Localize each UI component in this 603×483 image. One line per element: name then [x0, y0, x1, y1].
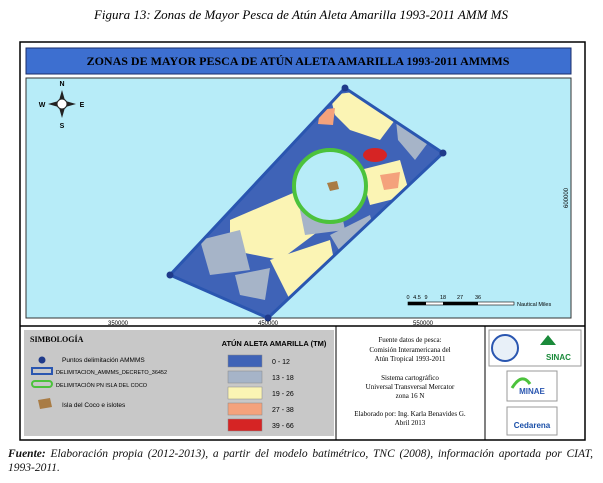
info-line: Elaborado por: Ing. Karla Benavides G.	[354, 410, 466, 418]
coordinates: 350000 450000 550000 600000	[108, 187, 570, 327]
class-label: 13 - 18	[272, 375, 294, 382]
footnote: Fuente: Elaboración propia (2012-2013), …	[8, 447, 593, 475]
info-line: Universal Transversal Mercator	[366, 383, 455, 391]
scale-tick: 4.5	[413, 295, 421, 301]
compass-n: N	[59, 81, 64, 88]
class-swatch	[227, 418, 263, 432]
catch-title: ATÚN ALETA AMARILLA (TM)	[222, 339, 327, 348]
footnote-text: Elaboración propia (2012-2013), a partir…	[8, 448, 593, 474]
scale-tick: 9	[424, 295, 427, 301]
class-label: 19 - 26	[272, 391, 294, 398]
logo: SINAC	[546, 353, 571, 362]
info-line: Comisión Interamericana del	[369, 346, 450, 354]
logos: SINAC MINAE Cedarena	[488, 329, 582, 436]
info-line: Abril 2013	[395, 419, 426, 427]
info-line: zona 16 N	[396, 392, 425, 400]
class-swatch	[227, 354, 263, 368]
scale-tick: 36	[475, 295, 481, 301]
x-label: 450000	[258, 321, 279, 327]
info-text: Fuente datos de pesca: Comisión Interamer…	[354, 336, 466, 427]
x-label: 550000	[413, 321, 434, 327]
x-label: 350000	[108, 321, 129, 327]
y-label: 600000	[564, 187, 570, 208]
scale-tick: 0	[406, 295, 409, 301]
class-swatch	[227, 402, 263, 416]
legend-item: DELIMITACIÓN PN ISLA DEL COCO	[56, 382, 148, 389]
compass-w: W	[39, 102, 46, 109]
class-label: 0 - 12	[272, 359, 290, 366]
figure: Figura 13: Zonas de Mayor Pesca de Atún …	[19, 7, 586, 441]
legend-item: DELIMITACION_AMMMS_DECRETO_36452	[56, 370, 167, 376]
class-label: 27 - 38	[272, 407, 294, 414]
info-line: Fuente datos de pesca:	[378, 336, 441, 344]
legend-item: Isla del Coco e islotes	[62, 402, 126, 409]
legend-items: Puntos delimitación AMMMS DELIMITACION_A…	[31, 356, 167, 409]
island	[327, 181, 339, 191]
info-line: Atún Tropical 1993-2011	[375, 355, 446, 363]
compass-e: E	[80, 102, 85, 109]
logo: Cedarena	[514, 421, 551, 430]
logo: MINAE	[519, 387, 545, 396]
title-bar	[25, 47, 572, 75]
legend-title: SIMBOLOGÍA	[30, 334, 84, 344]
class-swatch	[227, 370, 263, 384]
info-line: Sistema cartográfico	[381, 374, 439, 382]
catch-classes: 0 - 12 13 - 18 19 - 26 27 - 38 39 - 66	[227, 354, 294, 432]
compass: N S E W	[39, 81, 85, 130]
legend-item: Puntos delimitación AMMMS	[62, 357, 145, 364]
scale-unit: Nautical Miles	[517, 302, 551, 308]
class-label: 39 - 66	[272, 423, 294, 430]
compass-s: S	[60, 123, 65, 130]
footnote-label: Fuente:	[8, 448, 46, 460]
map-title: ZONAS DE MAYOR PESCA DE ATÚN ALETA AMARI…	[87, 54, 510, 68]
caption: Figura 13: Zonas de Mayor Pesca de Atún …	[93, 7, 509, 22]
scale-tick: 18	[440, 295, 446, 301]
points	[166, 84, 447, 322]
scale-bar: Nautical Miles 0 4.5 9 18 27 36	[406, 295, 551, 308]
legend-panel	[24, 330, 334, 436]
class-swatch	[227, 386, 263, 400]
scale-tick: 27	[457, 295, 463, 301]
